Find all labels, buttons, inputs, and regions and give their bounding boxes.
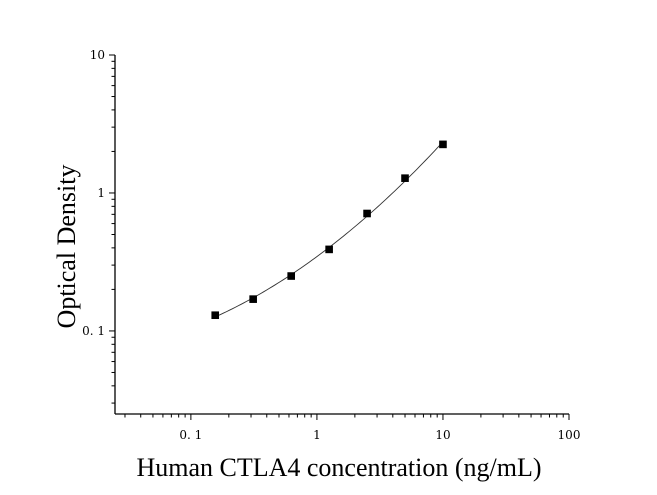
data-point: [211, 311, 220, 320]
y-tick-label: 10: [90, 48, 105, 62]
y-tick-label: 0. 1: [82, 324, 105, 338]
x-tick-label: 10: [435, 428, 450, 442]
ticks: [109, 54, 570, 420]
x-tick-label: 0. 1: [179, 428, 202, 442]
fit-curve-group: [215, 141, 444, 318]
x-axis-title: Human CTLA4 concentration (ng/mL): [136, 453, 541, 482]
labels: 0. 1 1 10 100 0. 1 1 10 Human CTLA4 concentrati…: [52, 48, 580, 482]
data-point: [287, 272, 295, 280]
y-tick-label: 1: [97, 186, 105, 200]
x-tick-label: 100: [558, 428, 581, 442]
data-point: [401, 174, 409, 182]
x-tick-label: 1: [313, 428, 321, 442]
fit-curve: [215, 141, 444, 318]
axes: [114, 55, 569, 415]
y-axis-title: Optical Density: [52, 165, 81, 329]
data-point: [439, 140, 447, 149]
data-point: [325, 245, 333, 254]
data-points: [211, 140, 447, 320]
data-point: [363, 209, 371, 218]
data-point: [249, 295, 257, 303]
